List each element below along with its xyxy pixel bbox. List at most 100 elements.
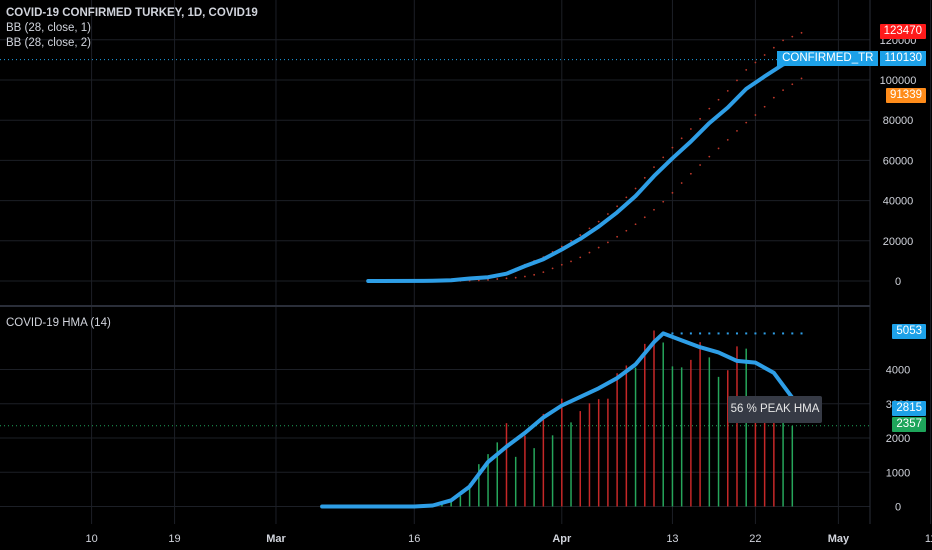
bb-upper-dot [588,227,591,230]
chart-legend: COVID-19 CONFIRMED TURKEY, 1D, COVID19 B… [6,6,258,51]
y-tick-label: 2000 [886,433,910,445]
x-tick-label: 13 [666,533,678,545]
bb-lower-dot [800,77,803,80]
bb-upper-dot [736,79,738,82]
x-axis-labels: 10 19 Mar 16 Apr 13 22 May 11 [85,533,932,545]
bb-lower-dot [726,138,729,141]
bb-lower-dot [791,83,794,86]
bb-upper-dot [570,239,572,242]
bb1-legend[interactable]: BB (28, close, 1) [6,22,92,34]
bb-lower-dot [689,172,692,175]
bb-upper-dot [772,46,775,49]
x-tick-label: 19 [168,533,180,545]
chart-title[interactable]: COVID-19 CONFIRMED TURKEY, 1D, COVID19 [6,7,258,19]
peak-dot [689,332,692,335]
bb-upper-dot [699,117,701,120]
bb-lower-dot [570,260,572,263]
bb-upper-tag: 123470 [879,24,926,39]
bb-upper-dot [680,137,683,140]
confirmed-tag: CONFIRMED_TR 110130 [777,51,926,66]
x-tick-label: May [828,533,850,545]
bb-lower-dot [662,200,665,203]
bb-upper-dot [745,69,748,71]
bb-lower-dot [699,164,701,166]
bb-lower-tag: 91339 [886,88,926,103]
bb-upper-dot [763,54,766,56]
bb-upper-dot [689,128,692,130]
bb-upper-dot [754,61,757,64]
bb-lower-dot [625,229,628,232]
bb-upper-dot [597,220,600,223]
bb-upper-dot [717,98,720,101]
peak-dot [708,332,711,335]
peak-dot [754,332,757,335]
y-tick-label: 0 [895,502,901,514]
bb-upper-dot [726,89,729,92]
peak-dot [745,332,748,335]
bb-lower-dot [551,267,554,270]
x-tick-label: Mar [266,533,286,545]
bb2-legend[interactable]: BB (28, close, 2) [6,37,92,49]
bb-lower-dot [579,256,582,259]
bb-lower-dot [487,278,489,281]
bb-lower-dot [772,96,775,99]
x-tick-label: 22 [749,533,761,545]
y-tick-label: 20000 [883,236,914,248]
peak-dot [791,332,794,335]
peak-dot [717,332,720,335]
y-tick-label: 60000 [883,155,914,167]
x-tick-label: Apr [552,533,572,545]
x-tick-label: 16 [408,533,420,545]
bb-lower-dot [671,191,674,194]
bb-lower-dot [717,147,720,150]
peak-dot [726,332,729,335]
peak-annotation[interactable]: 56 % PEAK HMA [728,396,822,423]
y-tick-label: 80000 [883,115,914,127]
bb-lower-dot [496,278,499,280]
bb-lower-dot [524,275,526,278]
x-tick-label: 11 [925,533,932,545]
y-tick-label: 40000 [883,196,914,208]
peak-dot [800,332,803,335]
bb-upper-dot [800,31,803,34]
y-axis-labels: 0200004000060000800001000001200000100020… [880,35,917,514]
bb-lower-dot [597,246,600,249]
y-tick-label: 100000 [880,75,917,87]
bb-upper-dot [643,176,646,179]
bb-lower-dot [588,251,591,254]
hma-legend[interactable]: COVID-19 HMA (14) [6,317,111,329]
daily-bars [431,330,794,507]
bb-lower-dot [542,271,545,273]
bb-lower-dot [533,273,536,276]
bb-upper-dot [791,35,794,38]
hma-line[interactable] [320,331,804,509]
bb-lower-dot [736,129,738,132]
bb-lower-dot [514,276,517,279]
bb-lower-dot [708,155,711,158]
bb-lower-dot [653,208,655,211]
bb-lower-dot [680,182,683,184]
bb-upper-dot [782,39,784,42]
bb-upper-dot [671,146,674,149]
hma-peak-tag: 5053 [892,324,926,339]
y-tick-label: 4000 [886,365,910,377]
bollinger-bands [422,31,803,282]
bb-upper-dot [616,205,619,208]
bb-lower-dot [477,279,480,282]
peak-level-dots [671,332,803,335]
price-lines [0,59,870,427]
bb-lower-dot [607,241,609,244]
bb-upper-dot [708,107,711,110]
bb-upper-dot [625,196,628,199]
peak-dot [699,332,702,335]
peak-dot [763,332,766,335]
peak-dot [772,332,775,335]
bb-upper-dot [607,213,609,215]
peak-dot [782,332,785,335]
bb-lower-dot [754,114,757,116]
bb-upper-dot [579,234,582,236]
bb-lower-dot [616,235,619,238]
x-tick-label: 10 [85,533,97,545]
confirmed-line[interactable] [366,57,804,283]
